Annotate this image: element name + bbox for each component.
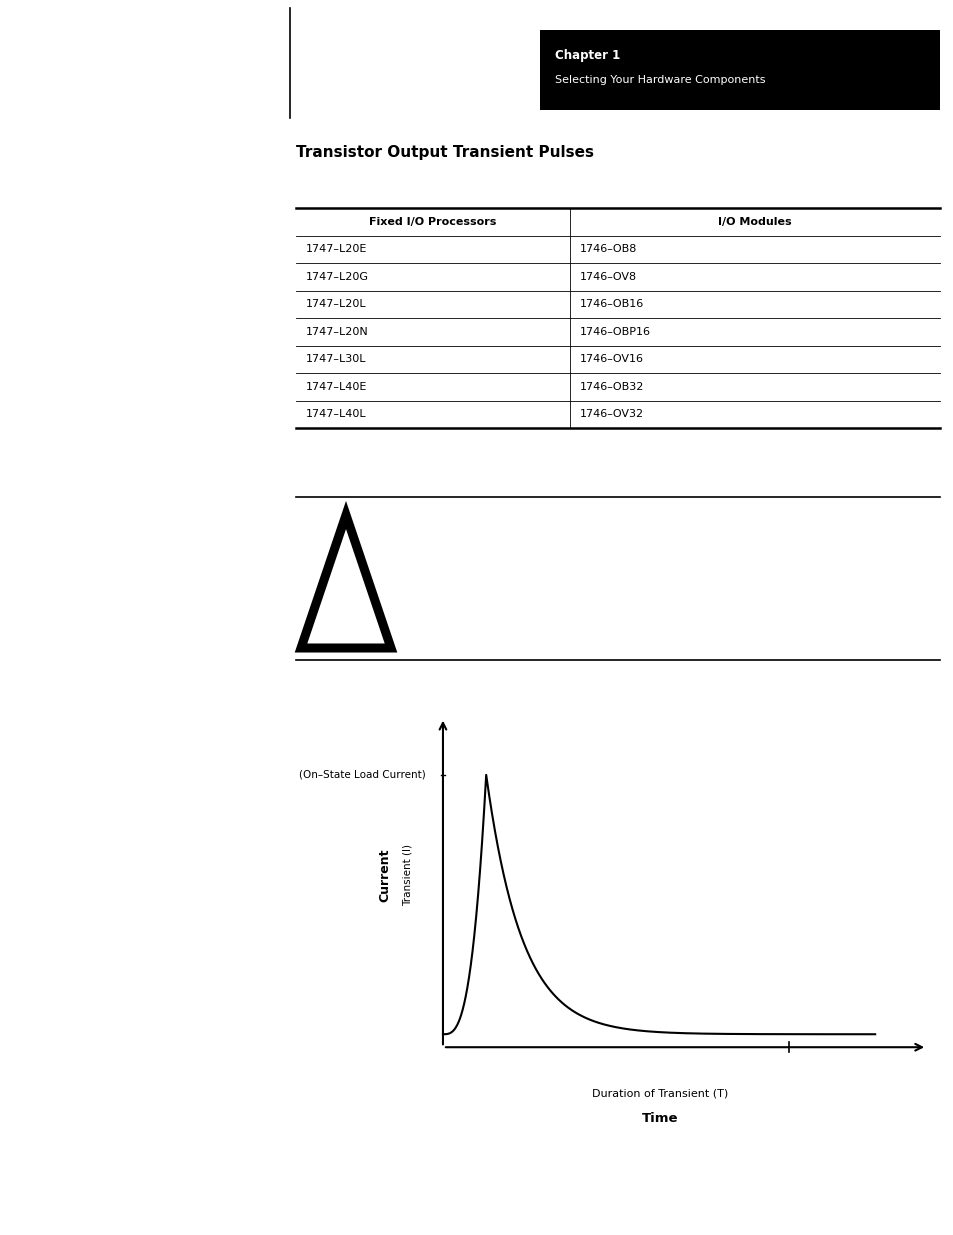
Text: 1746–OV32: 1746–OV32	[579, 409, 643, 419]
Text: Chapter 1: Chapter 1	[555, 48, 619, 62]
Text: 1746–OB16: 1746–OB16	[579, 299, 643, 309]
Text: Transistor Output Transient Pulses: Transistor Output Transient Pulses	[295, 144, 594, 159]
Text: 1747–L30L: 1747–L30L	[306, 354, 366, 364]
Text: Time: Time	[641, 1112, 678, 1125]
Text: 1746–OB32: 1746–OB32	[579, 382, 643, 391]
Text: 1747–L40L: 1747–L40L	[306, 409, 366, 419]
Text: 1747–L20E: 1747–L20E	[306, 245, 367, 254]
Text: 1746–OV8: 1746–OV8	[579, 272, 637, 282]
Text: Selecting Your Hardware Components: Selecting Your Hardware Components	[555, 75, 764, 85]
Text: 1746–OB8: 1746–OB8	[579, 245, 637, 254]
Text: 1746–OBP16: 1746–OBP16	[579, 327, 650, 337]
Text: 1747–L20N: 1747–L20N	[306, 327, 369, 337]
Text: Duration of Transient (T): Duration of Transient (T)	[591, 1088, 727, 1098]
Text: 1747–L20G: 1747–L20G	[306, 272, 369, 282]
Text: 1747–L40E: 1747–L40E	[306, 382, 367, 391]
Text: Fixed I/O Processors: Fixed I/O Processors	[369, 217, 497, 227]
Text: (On–State Load Current): (On–State Load Current)	[298, 769, 425, 779]
Text: 1747–L20L: 1747–L20L	[306, 299, 366, 309]
Text: Transient (I): Transient (I)	[402, 844, 413, 906]
Text: I/O Modules: I/O Modules	[718, 217, 791, 227]
Text: Current: Current	[378, 848, 391, 902]
Text: 1746–OV16: 1746–OV16	[579, 354, 643, 364]
